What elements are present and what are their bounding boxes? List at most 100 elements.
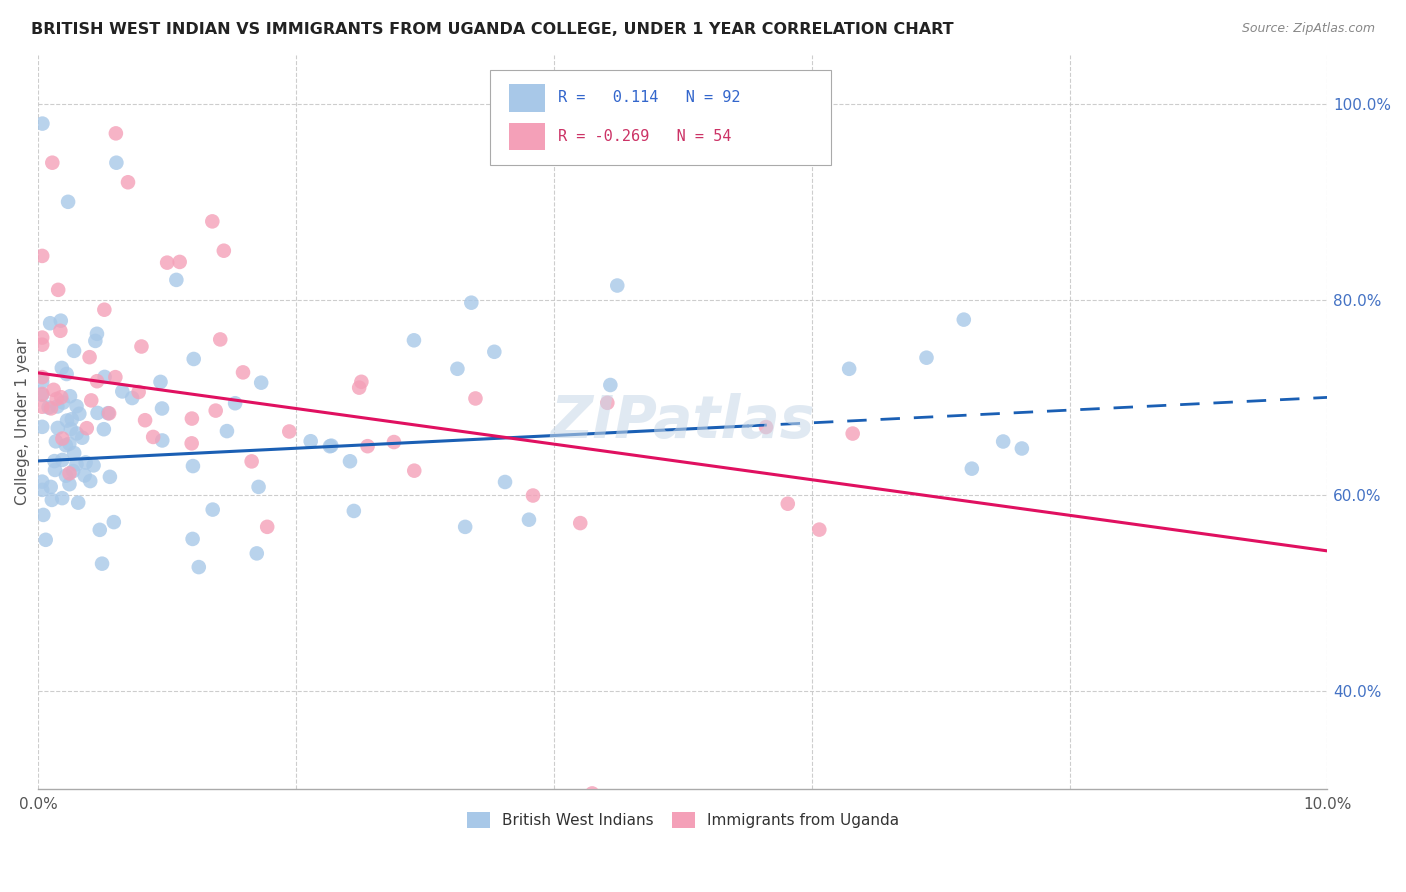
Point	[31, 249, 53, 263]
Point	[142, 430, 165, 444]
Bar	[509, 122, 546, 151]
Point	[51, 491, 73, 505]
Point	[596, 396, 619, 410]
Point	[165, 273, 187, 287]
Point	[121, 391, 143, 405]
Point	[105, 155, 128, 169]
Point	[581, 786, 603, 800]
Point	[31, 387, 53, 401]
Point	[339, 454, 361, 468]
Point	[49, 324, 72, 338]
Point	[91, 557, 114, 571]
Point	[31, 370, 53, 384]
Point	[246, 546, 269, 560]
Point	[1011, 442, 1033, 456]
Point	[156, 255, 179, 269]
Point	[31, 337, 53, 351]
Point	[31, 420, 53, 434]
Point	[31, 330, 53, 344]
Point	[41, 155, 63, 169]
Point	[89, 523, 111, 537]
Point	[321, 439, 343, 453]
Point	[79, 350, 101, 364]
Point	[98, 470, 121, 484]
Point	[232, 365, 254, 379]
Point	[45, 434, 67, 449]
Point	[32, 508, 55, 522]
Point	[55, 468, 77, 483]
Point	[382, 435, 405, 450]
Point	[55, 438, 77, 452]
Point	[56, 413, 79, 427]
Point	[31, 400, 53, 414]
Point	[63, 343, 86, 358]
Point	[98, 406, 121, 420]
Point	[454, 520, 477, 534]
Point	[224, 396, 246, 410]
Point	[404, 464, 426, 478]
Point	[960, 461, 983, 475]
Point	[44, 454, 66, 468]
Text: ZIPatlas: ZIPatlas	[551, 393, 815, 450]
Point	[67, 407, 90, 421]
Point	[343, 504, 366, 518]
Point	[212, 244, 235, 258]
Point	[181, 459, 204, 474]
Point	[250, 376, 273, 390]
Point	[952, 312, 974, 326]
Point	[915, 351, 938, 365]
Point	[66, 426, 89, 441]
Point	[150, 434, 173, 448]
FancyBboxPatch shape	[489, 70, 831, 165]
Point	[76, 421, 98, 435]
Point	[42, 383, 65, 397]
Point	[169, 255, 191, 269]
Point	[73, 468, 96, 483]
Point	[187, 560, 209, 574]
Point	[776, 497, 799, 511]
Point	[838, 361, 860, 376]
Point	[183, 351, 205, 366]
Point	[31, 117, 53, 131]
Point	[31, 388, 53, 402]
Point	[55, 367, 77, 381]
Point	[51, 432, 73, 446]
Y-axis label: College, Under 1 year: College, Under 1 year	[15, 338, 30, 506]
Point	[128, 384, 150, 399]
Point	[65, 458, 87, 472]
Text: R =   0.114   N = 92: R = 0.114 N = 92	[558, 90, 741, 105]
Point	[522, 489, 544, 503]
Point	[256, 520, 278, 534]
Point	[201, 502, 224, 516]
Point	[104, 370, 127, 384]
Point	[93, 370, 115, 384]
Point	[46, 400, 69, 414]
Point	[215, 424, 238, 438]
Point	[56, 194, 79, 209]
Point	[86, 326, 108, 341]
Point	[93, 302, 115, 317]
Point	[75, 455, 97, 469]
Point	[65, 399, 87, 413]
Point	[494, 475, 516, 489]
Point	[240, 454, 263, 468]
Point	[62, 464, 84, 478]
Point	[63, 446, 86, 460]
Point	[104, 127, 127, 141]
Point	[131, 339, 153, 353]
Point	[347, 381, 370, 395]
Point	[841, 426, 863, 441]
Point	[755, 420, 778, 434]
Point	[569, 516, 592, 530]
Point	[49, 313, 72, 327]
Point	[356, 439, 378, 453]
Bar	[509, 84, 546, 112]
Point	[59, 422, 82, 436]
Point	[111, 384, 134, 399]
Point	[67, 495, 90, 509]
Point	[93, 422, 115, 436]
Point	[51, 390, 73, 404]
Point	[247, 480, 270, 494]
Point	[51, 453, 73, 467]
Point	[97, 406, 120, 420]
